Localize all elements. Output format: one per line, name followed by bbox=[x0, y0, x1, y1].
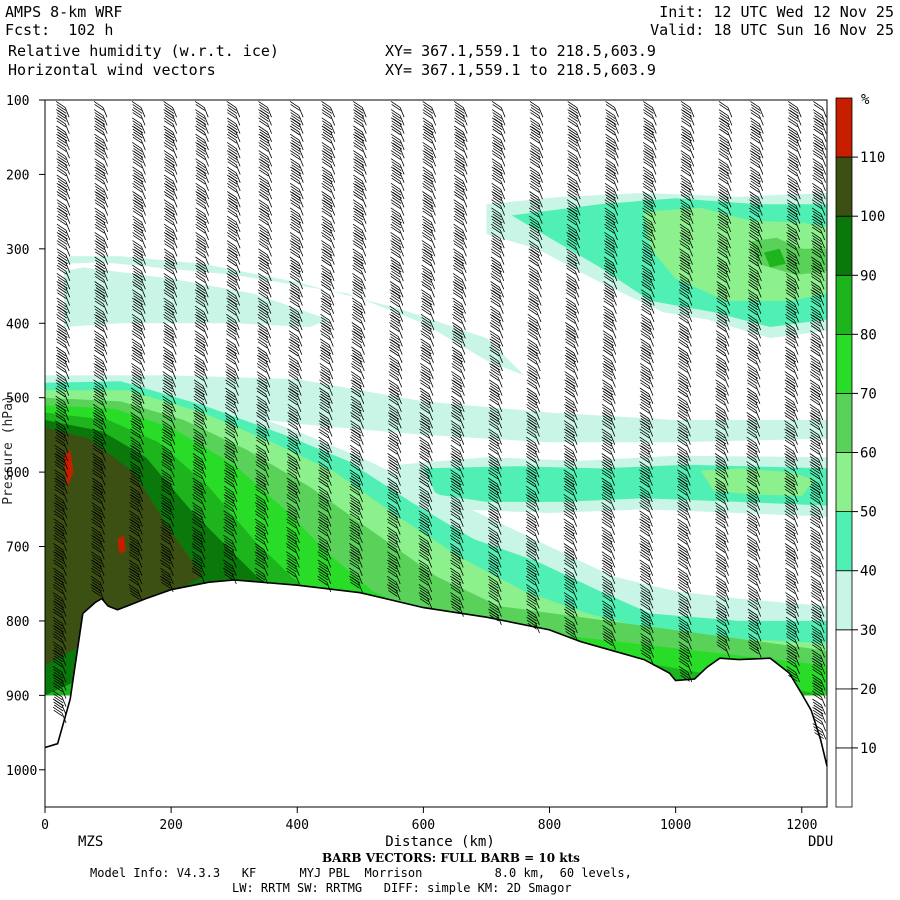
colorbar-label: 50 bbox=[860, 505, 877, 521]
barb-column bbox=[677, 101, 695, 683]
colorbar-label: 100 bbox=[860, 209, 885, 225]
x-axis-label: Distance (km) bbox=[385, 834, 495, 850]
barb-column bbox=[784, 101, 802, 683]
barb-column bbox=[418, 101, 437, 609]
colorbar-label: 60 bbox=[860, 446, 877, 462]
y-tick-label: 300 bbox=[6, 243, 29, 258]
colorbar-swatch bbox=[835, 511, 853, 572]
colorbar-swatch bbox=[835, 392, 853, 453]
colorbar-swatch bbox=[835, 629, 853, 690]
colorbar-label: 110 bbox=[860, 150, 885, 166]
colorbar-swatch bbox=[835, 570, 853, 631]
init-time: Init: 12 UTC Wed 12 Nov 25 bbox=[659, 3, 894, 21]
rh-cloud-lg bbox=[644, 207, 827, 301]
y-tick-label: 500 bbox=[6, 392, 29, 407]
colorbar-swatch bbox=[835, 215, 853, 276]
colorbar-label: 70 bbox=[860, 386, 877, 402]
barb-column bbox=[223, 101, 241, 585]
left-endpoint-label: MZS bbox=[78, 834, 103, 850]
forecast-hour: Fcst: 102 h bbox=[5, 21, 114, 39]
colorbar-label: 30 bbox=[860, 623, 877, 639]
barb-column bbox=[386, 101, 405, 601]
rh-band-mid bbox=[95, 375, 827, 443]
colorbar: 10 20 30 40 50 60 70 80 90 100 110 bbox=[835, 97, 885, 808]
colorbar-swatch bbox=[835, 688, 853, 749]
x-tick-label: 400 bbox=[286, 818, 309, 833]
rh-cloud-dark bbox=[763, 248, 786, 268]
y-tick-label: 200 bbox=[6, 168, 29, 183]
x-tick-label: 1000 bbox=[660, 818, 691, 833]
barb-column bbox=[52, 101, 71, 724]
xy-line-1: XY= 367.1,559.1 to 218.5,603.9 bbox=[385, 42, 656, 60]
model-info: Model Info: V4.3.3 KF MYJ PBL Morrison 8… bbox=[90, 866, 632, 880]
barb-column bbox=[90, 101, 109, 601]
colorbar-label: 20 bbox=[860, 682, 877, 698]
colorbar-label: 80 bbox=[860, 327, 877, 343]
barb-column bbox=[487, 101, 506, 625]
barb-column bbox=[746, 101, 764, 658]
terrain-line bbox=[44, 579, 828, 767]
xy-line-2: XY= 367.1,559.1 to 218.5,603.9 bbox=[385, 61, 656, 79]
barb-column bbox=[525, 101, 544, 634]
colorbar-swatch bbox=[835, 452, 853, 512]
barb-column bbox=[128, 101, 146, 601]
y-tick-label: 700 bbox=[6, 541, 29, 556]
plot-frame bbox=[44, 99, 828, 808]
vector-name: Horizontal wind vectors bbox=[8, 61, 216, 79]
physics-info: LW: RRTM SW: RRTMG DIFF: simple KM: 2D S… bbox=[232, 881, 572, 895]
rh-supersat-1 bbox=[63, 449, 74, 487]
rh-band-right-core bbox=[700, 468, 815, 496]
barb-column bbox=[286, 101, 304, 585]
y-tick-label: 400 bbox=[6, 317, 29, 332]
colorbar-label: 40 bbox=[860, 564, 877, 580]
barb-column bbox=[317, 101, 336, 593]
barb-column bbox=[563, 101, 582, 642]
x-tick-label: 800 bbox=[538, 818, 561, 833]
colorbar-swatch bbox=[835, 747, 853, 808]
barb-column bbox=[191, 101, 210, 585]
colorbar-label: 10 bbox=[860, 741, 877, 757]
barb-column bbox=[349, 101, 367, 593]
colorbar-swatch bbox=[835, 156, 853, 217]
valid-time: Valid: 18 UTC Sun 16 Nov 25 bbox=[650, 21, 894, 39]
field-name: Relative humidity (w.r.t. ice) bbox=[8, 42, 279, 60]
rh-supersat-2 bbox=[117, 535, 126, 554]
x-tick-label: 200 bbox=[159, 818, 182, 833]
x-tick-label: 600 bbox=[412, 818, 435, 833]
x-tick-label: 1200 bbox=[786, 818, 817, 833]
y-tick-label: 800 bbox=[6, 615, 29, 630]
barb-column bbox=[714, 101, 733, 658]
barb-column bbox=[639, 101, 657, 666]
y-tick-label: 100 bbox=[6, 94, 29, 109]
colorbar-swatch bbox=[835, 333, 853, 394]
colorbar-label: 90 bbox=[860, 268, 877, 284]
colorbar-swatch bbox=[835, 274, 853, 335]
barb-column bbox=[449, 101, 468, 617]
barb-column bbox=[254, 101, 273, 585]
x-tick-label: 0 bbox=[41, 818, 49, 833]
colorbar-unit: % bbox=[861, 92, 870, 108]
colorbar-swatch bbox=[835, 97, 853, 158]
right-endpoint-label: DDU bbox=[808, 834, 833, 850]
y-tick-label: 900 bbox=[6, 689, 29, 704]
y-axis-label: Pressure (hPa) bbox=[1, 395, 16, 505]
barb-column bbox=[601, 101, 619, 650]
y-tick-label: 600 bbox=[6, 466, 29, 481]
barb-column bbox=[159, 101, 178, 593]
barb-note: BARB VECTORS: FULL BARB = 10 kts bbox=[322, 851, 580, 865]
barb-column bbox=[809, 101, 827, 740]
y-tick-label: 1000 bbox=[6, 764, 37, 779]
model-title: AMPS 8-km WRF bbox=[5, 3, 123, 21]
